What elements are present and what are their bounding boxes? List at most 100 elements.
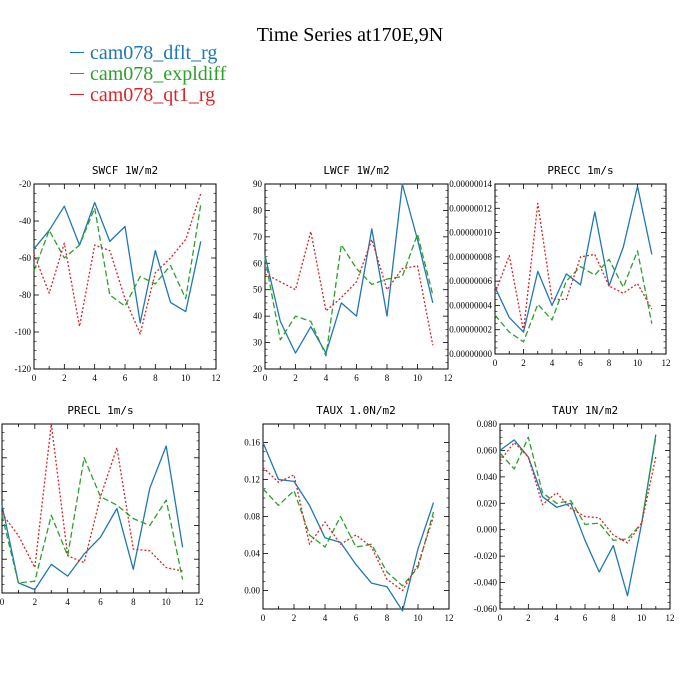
- series-line-cam078_dflt_rg: [262, 442, 435, 612]
- y-tick-label: 0.04: [244, 549, 260, 559]
- x-tick-label: 2: [62, 373, 67, 383]
- y-tick-label: 0.00000014: [449, 179, 492, 189]
- panel-title: SWCF 1W/m2: [92, 164, 158, 177]
- y-tick-label: 20: [253, 364, 263, 374]
- y-tick-label: 0.00000010: [449, 228, 492, 238]
- y-tick-label: 0.00000002: [449, 325, 492, 335]
- x-tick-label: 8: [385, 373, 390, 383]
- series-line-cam078_expldiff: [1, 457, 184, 584]
- legend-swatch-qt1: [70, 93, 84, 95]
- legend-item-qt1: cam078_qt1_rg: [70, 85, 226, 106]
- y-tick-label: -20: [19, 179, 31, 189]
- y-tick-label: 0.00000004: [449, 300, 492, 310]
- x-tick-label: 0: [32, 373, 37, 383]
- series-line-cam078_expldiff: [499, 436, 657, 541]
- x-tick-label: 2: [526, 613, 531, 623]
- panel-3: PRECC 1m/s 0 2 4 6 8 10 12 0.00000000 0.00000002 0…: [449, 164, 670, 368]
- series-line-cam078_qt1_rg: [33, 193, 202, 335]
- series-line-cam078_dflt_rg: [1, 445, 184, 591]
- legend: cam078_dflt_rg cam078_expldiff cam078_qt…: [70, 43, 226, 106]
- panel-6: TAUY 1N/m2 0 2 4 6 8 10 12 -0.060 -0.040 -0.020 0.0…: [474, 404, 675, 623]
- x-tick-label: 12: [666, 613, 675, 623]
- x-tick-label: 10: [181, 373, 191, 383]
- series-line-cam078_qt1_rg: [262, 467, 435, 592]
- x-tick-label: 12: [195, 597, 204, 607]
- x-tick-label: 12: [662, 358, 671, 368]
- legend-label-qt1: cam078_qt1_rg: [90, 84, 216, 106]
- panel-2: LWCF 1W/m2 0 2 4 6 8 10 12 20 30 40 50 60 70 80 90: [253, 164, 453, 383]
- x-tick-label: 6: [354, 613, 359, 623]
- x-tick-label: 6: [583, 613, 588, 623]
- panel-4: PRECL 1m/s0246810120.000000000.000000020…: [0, 404, 204, 607]
- page-title-text: Time Series at170E,9N: [256, 24, 444, 46]
- y-tick-label: -100: [15, 327, 32, 337]
- x-tick-label: 0: [493, 358, 498, 368]
- legend-swatch-dflt: [70, 51, 84, 53]
- y-tick-label: -60: [19, 253, 31, 263]
- plot-frame: [262, 423, 450, 610]
- x-tick-label: 4: [550, 358, 555, 368]
- x-tick-label: 6: [354, 373, 359, 383]
- x-tick-label: 2: [33, 597, 38, 607]
- x-tick-label: 2: [292, 613, 297, 623]
- y-tick-label: 0.08: [244, 512, 260, 522]
- y-tick-label: 0.020: [477, 498, 498, 508]
- x-tick-label: 2: [293, 373, 298, 383]
- y-tick-label: 0.00000000: [449, 349, 492, 359]
- x-tick-label: 0: [263, 373, 268, 383]
- y-tick-label: 0.060: [477, 445, 498, 455]
- x-tick-label: 10: [162, 597, 172, 607]
- x-tick-label: 4: [324, 373, 329, 383]
- panel-title: TAUX 1.0N/m2: [316, 404, 395, 417]
- y-tick-label: 0.12: [244, 475, 260, 485]
- y-tick-label: 0.00: [244, 586, 260, 596]
- x-tick-label: 12: [445, 613, 454, 623]
- y-tick-label: 40: [253, 311, 263, 321]
- y-tick-label: 90: [253, 179, 263, 189]
- series-line-cam078_dflt_rg: [499, 434, 657, 597]
- x-tick-label: 2: [521, 358, 526, 368]
- x-tick-label: 6: [123, 373, 128, 383]
- x-tick-label: 12: [444, 373, 453, 383]
- x-tick-label: 12: [212, 373, 221, 383]
- y-tick-label: 0.00000012: [449, 203, 492, 213]
- legend-label-dflt: cam078_dflt_rg: [90, 42, 218, 64]
- series-line-cam078_dflt_rg: [33, 201, 202, 324]
- series-line-cam078_qt1_rg: [499, 441, 657, 544]
- x-tick-label: 6: [98, 597, 103, 607]
- x-tick-label: 6: [578, 358, 583, 368]
- page-title: Time Series at170E,9N: [0, 24, 700, 47]
- x-tick-label: 10: [633, 358, 643, 368]
- y-tick-label: -80: [19, 290, 31, 300]
- y-tick-label: -40: [19, 216, 31, 226]
- legend-item-expldiff: cam078_expldiff: [70, 64, 226, 85]
- y-tick-label: 0.16: [244, 438, 260, 448]
- y-tick-label: 0.000: [477, 525, 498, 535]
- x-tick-label: 0: [0, 597, 5, 607]
- y-tick-label: 0.00000008: [449, 252, 492, 262]
- y-tick-label: 0.00000006: [449, 276, 492, 286]
- x-tick-label: 8: [131, 597, 136, 607]
- y-tick-label: 30: [253, 338, 263, 348]
- y-tick-label: 70: [253, 232, 263, 242]
- x-tick-label: 4: [65, 597, 70, 607]
- panel-title: TAUY 1N/m2: [552, 404, 618, 417]
- x-tick-label: 8: [153, 373, 158, 383]
- y-tick-label: -0.040: [474, 578, 498, 588]
- x-tick-label: 4: [323, 613, 328, 623]
- y-tick-label: 0.080: [477, 419, 498, 429]
- series-line-cam078_dflt_rg: [264, 183, 434, 354]
- x-tick-label: 10: [637, 613, 647, 623]
- legend-label-expldiff: cam078_expldiff: [90, 63, 227, 85]
- series-line-cam078_expldiff: [262, 488, 435, 587]
- y-tick-label: 50: [253, 285, 263, 295]
- series-line-cam078_dflt_rg: [494, 185, 653, 333]
- y-tick-label: 80: [253, 205, 263, 215]
- series-line-cam078_qt1_rg: [1, 423, 183, 572]
- x-tick-label: 8: [607, 358, 612, 368]
- series-line-cam078_qt1_rg: [494, 202, 653, 332]
- panel-title: PRECC 1m/s: [547, 164, 613, 177]
- y-tick-label: 60: [253, 258, 263, 268]
- y-tick-label: -0.020: [474, 551, 498, 561]
- series-line-cam078_expldiff: [33, 204, 202, 307]
